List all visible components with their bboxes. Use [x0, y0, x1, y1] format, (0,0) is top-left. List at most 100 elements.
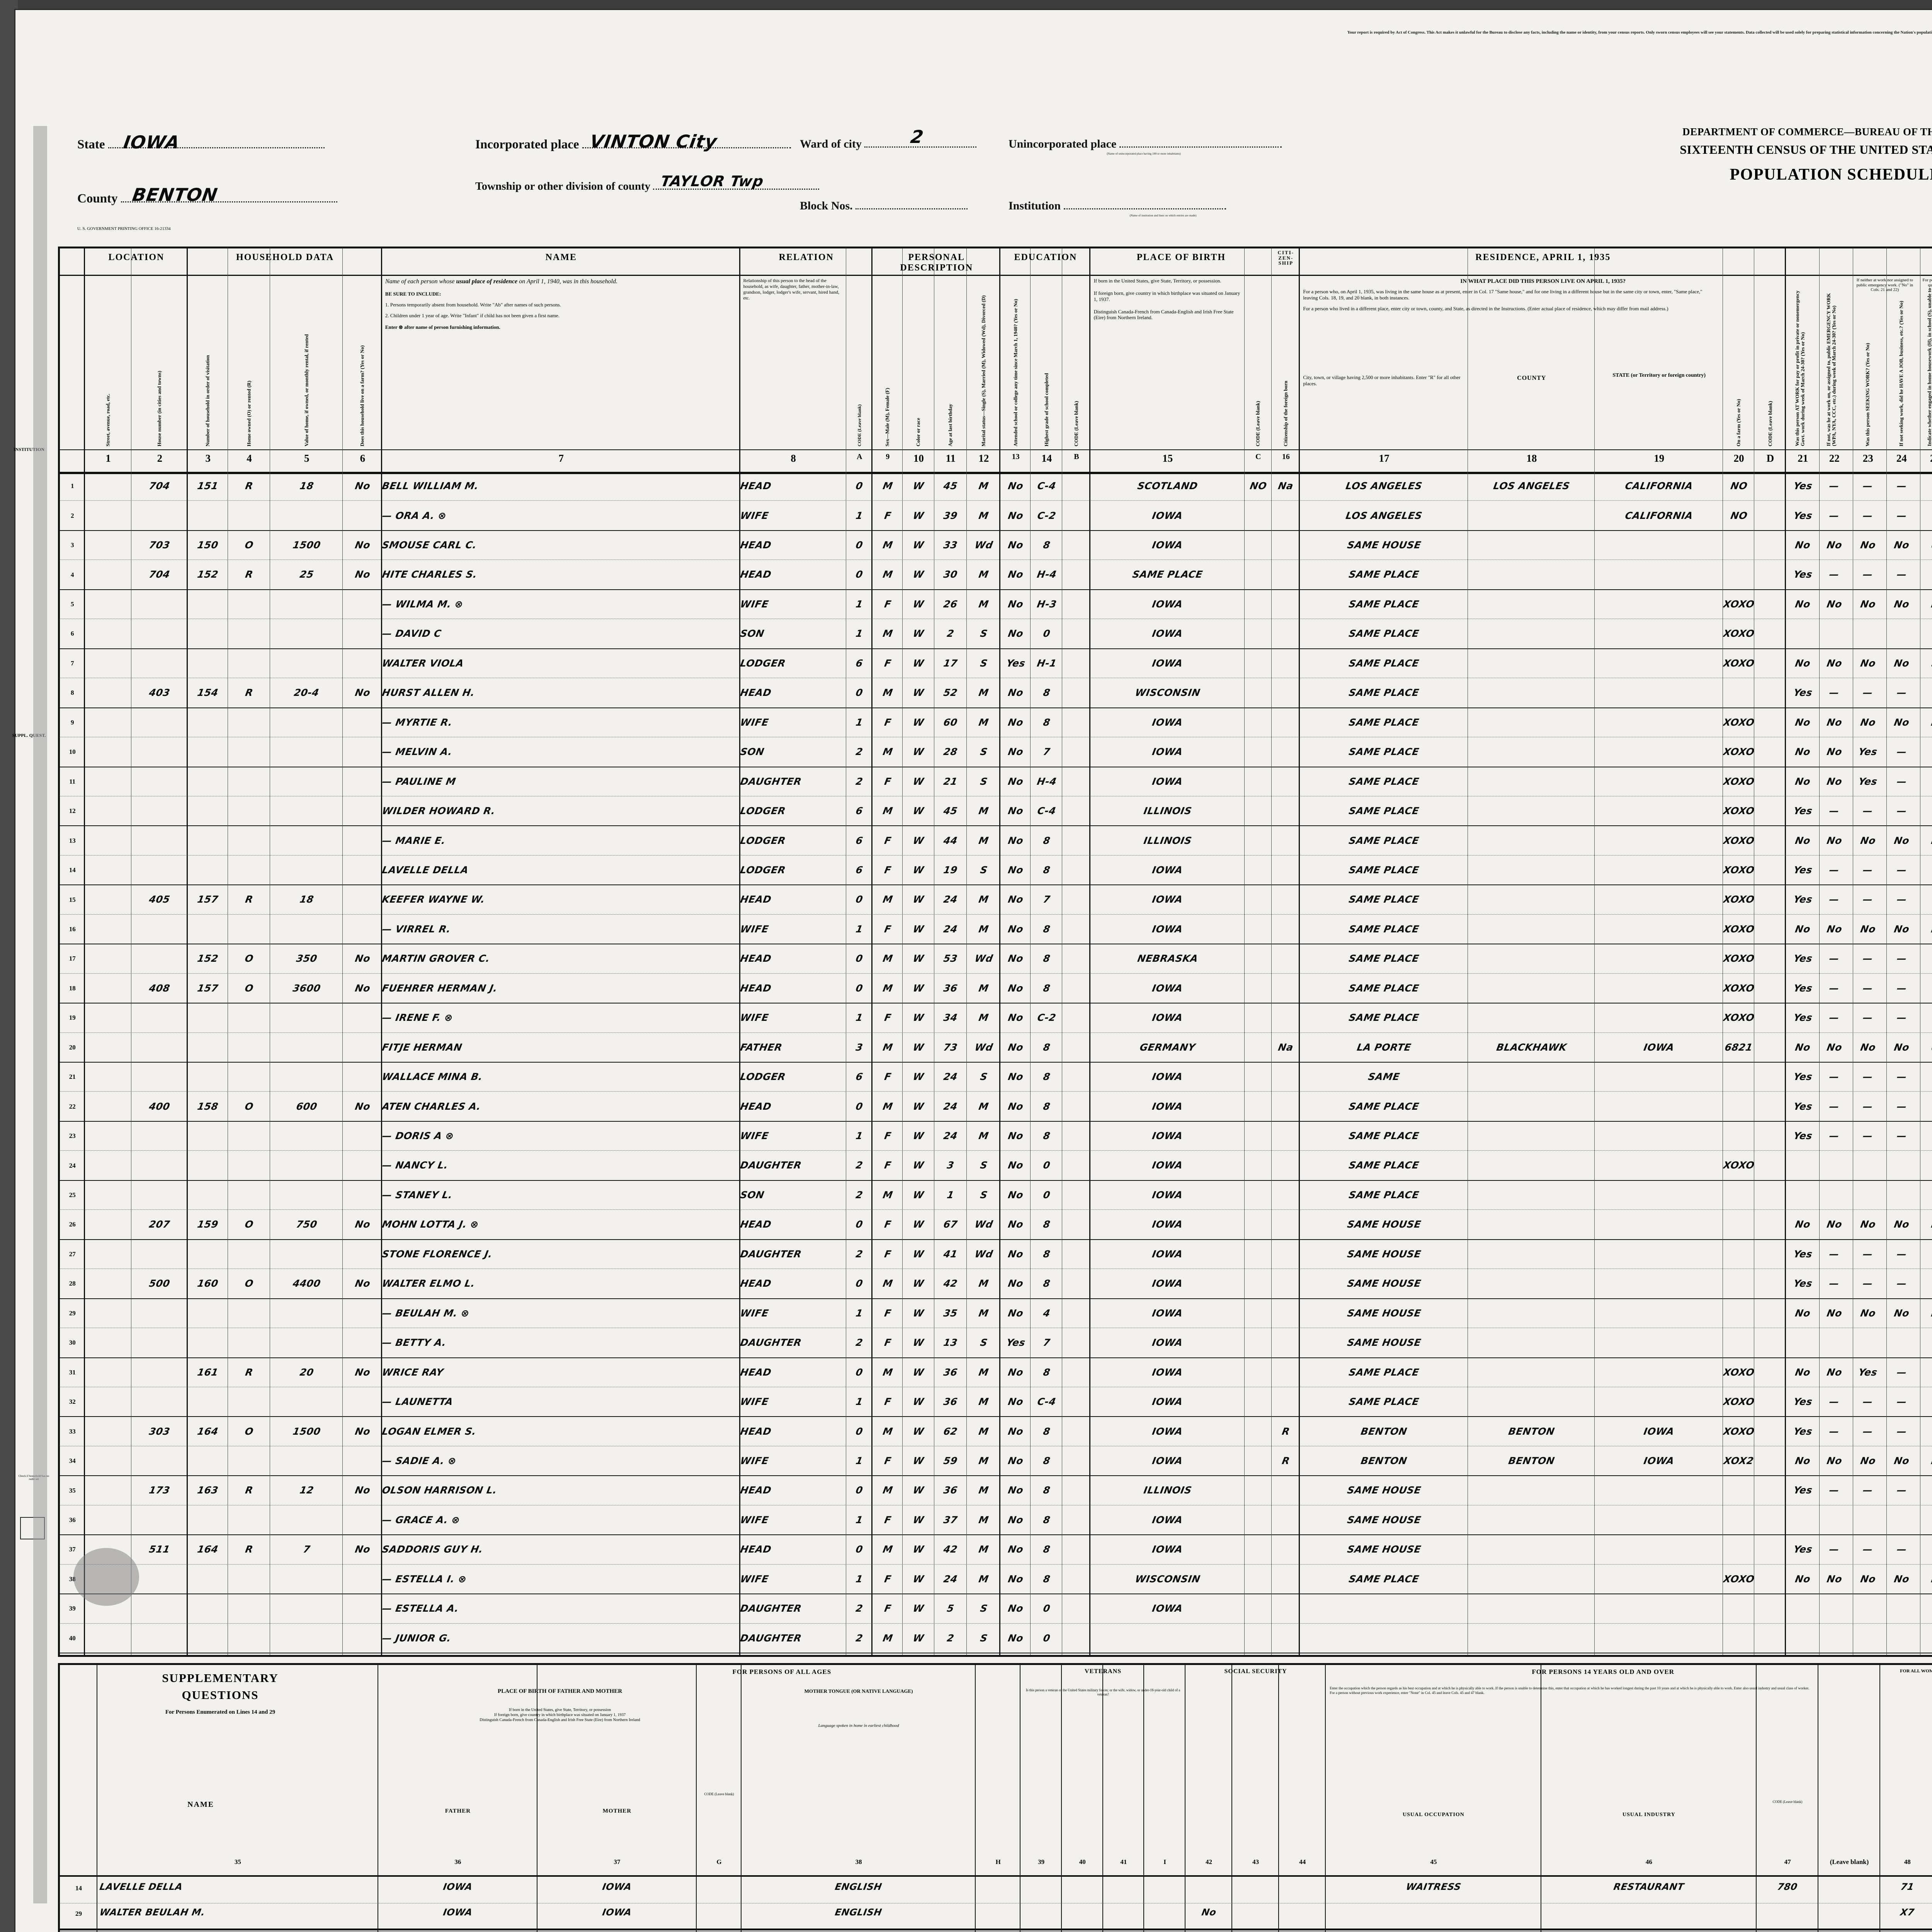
table-row[interactable]: 3737511164R7NoSADDORIS GUY H.HEAD0MW42MN… [60, 1535, 1932, 1565]
supp-col-number-sfa: 36 [454, 1858, 461, 1866]
cell-race: W [912, 805, 925, 817]
cell-sch: No [1007, 716, 1024, 728]
table-row[interactable]: 3333303164O1500NoLOGAN ELMER S.HEAD0MW62… [60, 1417, 1932, 1446]
row-line-number: 26 [69, 1221, 76, 1228]
table-row[interactable]: 3838— ESTELLA I. ⊗WIFE1FW24MNo8WISCONSIN… [60, 1565, 1932, 1594]
col-instructions-c23h: If neither at work nor assigned to publi… [1856, 278, 1913, 293]
cell-wrap-rel: WIFE [740, 1567, 847, 1594]
group-title-1: HOUSEHOLD DATA [236, 252, 334, 262]
cell-wrap-c22: — [1818, 1390, 1851, 1417]
cell-code: 6 [855, 1071, 864, 1083]
cell-ms: M [978, 982, 990, 994]
table-row[interactable]: 1515405157R18KEEFER WAYNE W.HEAD0MW24MNo… [60, 885, 1932, 915]
table-row[interactable]: 3131161R20NoWRICE RAYHEAD0MW36MNo8IOWASA… [60, 1358, 1932, 1388]
cell-wrap-sex: M [872, 1272, 903, 1299]
cell-wrap-farm: No [343, 563, 382, 590]
table-row[interactable]: 33703150O1500NoSMOUSE CARL C.HEAD0MW33Wd… [60, 531, 1932, 560]
cell-grade: 8 [1042, 1130, 1051, 1141]
col-number-c3: 3 [205, 452, 211, 464]
row-line-number: 10 [69, 748, 76, 756]
cell-wrap-c23: — [1851, 563, 1885, 590]
cell-farm35: XOXO [1723, 982, 1755, 994]
table-row[interactable]: 2727STONE FLORENCE J.DAUGHTER2FW41WdNo8I… [60, 1240, 1932, 1269]
cell-birth: IOWA [1151, 982, 1184, 994]
cell-c23: No [1859, 598, 1877, 610]
cell-farm35: XOXO [1723, 1425, 1755, 1437]
cell-name: — IRENE F. ⊗ [382, 1012, 454, 1024]
supp-cell-name-29: WALTER BEULAH M. [99, 1907, 206, 1918]
col-number-c19: 19 [1654, 452, 1665, 464]
table-row[interactable]: 2121WALLACE MINA B.LODGER6FW24SNo8IOWASA… [60, 1063, 1932, 1092]
cell-wrap-c22: No [1818, 740, 1851, 767]
cell-c24: No [1893, 716, 1910, 728]
cell-wrap-name: LAVELLE DELLA [382, 858, 740, 885]
group-title-0: LOCATION [108, 252, 165, 262]
cell-wrap-ms: M [967, 1567, 1000, 1594]
column-rule-c23 [1886, 248, 1887, 1655]
cell-wrap-c22: No [1818, 592, 1851, 619]
table-row[interactable]: 2828500160O4400NoWALTER ELMO L.HEAD0MW42… [60, 1269, 1932, 1299]
cell-wrap-code: 0 [847, 888, 872, 915]
cell-res_city: SAME PLACE [1348, 923, 1420, 935]
table-row[interactable]: 2020FITJE HERMANFATHER3MW73WdNo8GERMANYN… [60, 1033, 1932, 1063]
cell-wrap-c23: No [1851, 592, 1885, 619]
cell-wrap-grade: C-2 [1031, 504, 1062, 531]
col-label-c5: Value of home, if owned, or monthly rent… [303, 334, 310, 446]
cell-wrap-res_state: IOWA [1595, 1449, 1723, 1476]
table-row[interactable]: 2626207159O750NoMOHN LOTTA J. ⊗HEAD0FW67… [60, 1210, 1932, 1240]
table-row[interactable]: 1212WILDER HOWARD R.LODGER6MW45MNoC-4ILL… [60, 797, 1932, 826]
table-row[interactable]: 1717152O350NoMARTIN GROVER C.HEAD0MW53Wd… [60, 944, 1932, 974]
cell-wrap-rel: DAUGHTER [740, 1153, 847, 1180]
cell-ms: M [978, 1544, 990, 1555]
cell-c22: — [1828, 894, 1840, 905]
table-row[interactable]: 77WALTER VIOLALODGER6FW17SYesH-1IOWASAME… [60, 649, 1932, 679]
cell-birth: IOWA [1151, 657, 1184, 669]
cell-wrap-c23: No [1851, 1213, 1885, 1240]
table-row[interactable]: 1111— PAULINE MDAUGHTER2FW21SNoH-4IOWASA… [60, 767, 1932, 797]
cell-wrap-c23: — [1851, 947, 1885, 974]
cell-res_city: SAME PLACE [1348, 657, 1420, 669]
cell-wrap-sch: No [1000, 799, 1031, 826]
cell-wrap-sch: No [1000, 1301, 1031, 1328]
cell-wrap-race: W [903, 1331, 934, 1358]
table-row[interactable]: 1919— IRENE F. ⊗WIFE1FW34MNoC-2IOWASAME … [60, 1003, 1932, 1033]
cell-birth: ILLINOIS [1143, 1485, 1193, 1496]
table-row[interactable]: 1313— MARIE E.LODGER6FW44MNo8ILLINOISSAM… [60, 826, 1932, 855]
cell-c22: — [1828, 805, 1840, 817]
column-rule-c2 [187, 248, 188, 1655]
cell-c21: Yes [1793, 1248, 1813, 1260]
table-row[interactable]: 3535173163R12NoOLSON HARRISON L.HEAD0MW3… [60, 1476, 1932, 1505]
cell-wrap-sch: No [1000, 858, 1031, 885]
cell-wrap-ms: M [967, 829, 1000, 856]
cell-wrap-birth: IOWA [1090, 622, 1245, 649]
table-row[interactable]: 44704152R25NoHITE CHARLES S.HEAD0MW30MNo… [60, 560, 1932, 590]
table-row[interactable]: 2222400158O600NoATEN CHARLES A.HEAD0MW24… [60, 1092, 1932, 1121]
table-row[interactable]: 3030— BETTY A.DAUGHTER2FW13SYes7IOWASAME… [60, 1328, 1932, 1358]
cell-code: 2 [855, 776, 864, 787]
table-row[interactable]: 1414LAVELLE DELLALODGER6FW19SNo8IOWASAME… [60, 856, 1932, 885]
table-row[interactable]: 3434— SADIE A. ⊗WIFE1FW59MNo8IOWARBENTON… [60, 1447, 1932, 1476]
table-row[interactable]: 11704151R18NoBELL WILLIAM M.HEAD0MW45MNo… [60, 472, 1932, 501]
cell-wrap-race: W [903, 799, 934, 826]
cell-wrap-ms: M [967, 1361, 1000, 1388]
cell-ms: M [978, 1130, 990, 1141]
cell-sch: No [1007, 1425, 1024, 1437]
table-row[interactable]: 1818408157O3600NoFUEHRER HERMAN J.HEAD0M… [60, 974, 1932, 1003]
cell-res_county: BENTON [1507, 1455, 1556, 1466]
cell-wrap-birth: IOWA [1090, 1124, 1245, 1151]
